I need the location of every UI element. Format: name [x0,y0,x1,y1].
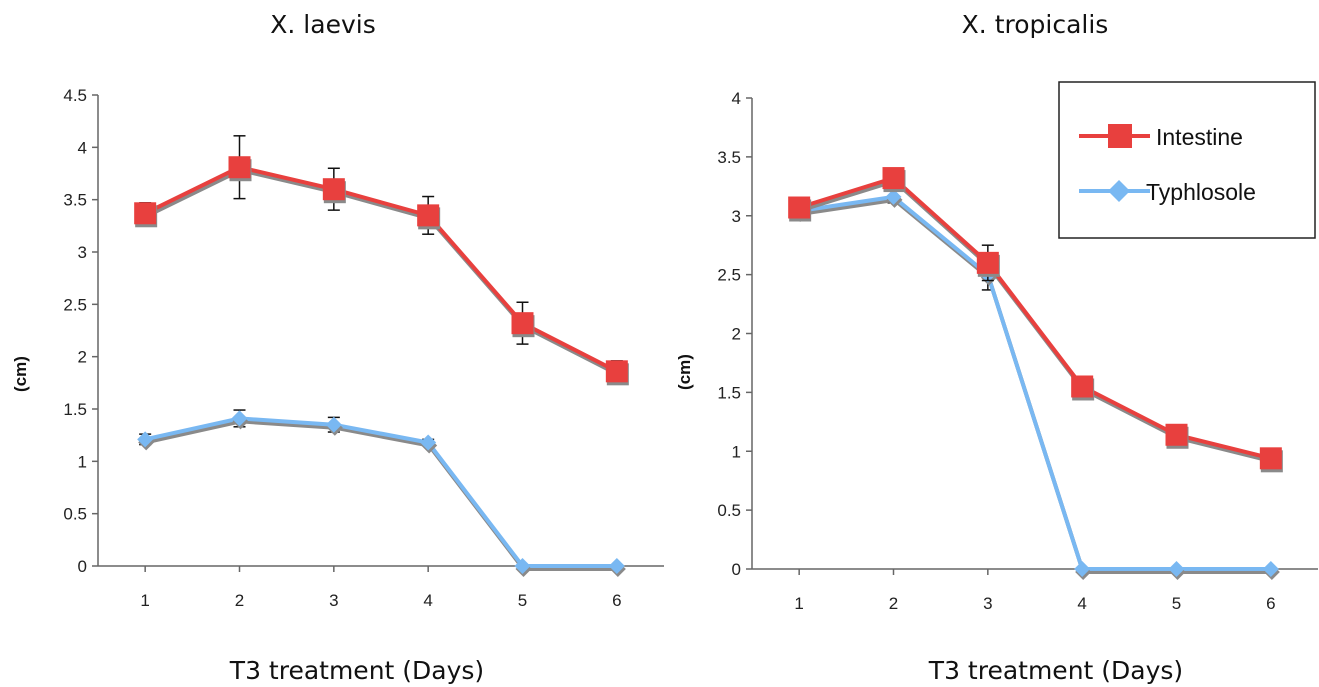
x-tick-label: 6 [1266,594,1275,613]
legend-marker-typhlosole [1108,180,1130,202]
y-tick-label: 3 [732,207,741,226]
y-tick-label: 3.5 [63,191,87,210]
legend-label-typhlosole: Typhlosole [1146,179,1256,205]
x-tick-label: 4 [423,591,432,610]
data-point-typhlosole [1074,561,1091,577]
plot-area-laevis: 0 0.5 1 1.5 2 2.5 3 3.5 4 4.5 1 2 3 4 5 6 [63,86,664,610]
data-point-intestine [605,360,628,383]
x-tick-label: 6 [612,591,621,610]
y-tick-label: 2 [78,348,87,367]
legend-marker-intestine [1108,124,1132,148]
data-point-intestine [228,156,251,179]
series-line-intestine [144,165,618,374]
y-tick-label: 2.5 [717,266,741,285]
y-tick-label: 3.5 [717,148,741,167]
series-line-typhlosole [798,194,1271,571]
data-point-intestine [417,204,440,227]
series-line-typhlosole [144,416,617,568]
data-point-intestine [1071,375,1094,398]
y-tick-label: 1 [78,452,87,471]
data-point-intestine [976,251,999,274]
legend-label-intestine: Intestine [1156,124,1243,150]
y-tick-label: 1.5 [63,400,87,419]
y-axis-label-tropicalis: (cm) [675,354,694,390]
chart-title-laevis: X. laevis [270,10,375,39]
data-point-intestine [1165,423,1188,446]
data-point-typhlosole [137,431,154,448]
y-tick-label: 3 [78,243,87,262]
x-tick-label: 2 [889,594,898,613]
x-tick-label: 3 [329,591,338,610]
y-tick-label: 0.5 [63,505,87,524]
plot-area-tropicalis: 0 0.5 1 1.5 2 2.5 3 3.5 4 1 2 3 4 5 6 [717,89,1318,613]
data-point-intestine [322,178,345,201]
y-tick-label: 0 [732,560,741,579]
x-tick-label: 3 [983,594,992,613]
y-tick-label: 2 [732,325,741,344]
legend-item-intestine: Intestine [1079,124,1243,150]
x-axis-label-tropicalis: T3 treatment (Days) [928,656,1183,685]
chart-title-tropicalis: X. tropicalis [962,10,1109,39]
data-point-intestine [1259,447,1282,470]
data-point-typhlosole [885,188,902,205]
data-point-typhlosole [325,416,342,433]
y-axis-label-laevis: (cm) [11,356,30,392]
y-tick-label: 1.5 [717,383,741,402]
chart-panel-laevis: X. laevis T3 treatment (Days) (cm) 0 0.5 1… [11,10,664,685]
y-tick-label: 4 [78,138,87,157]
y-tick-label: 4.5 [63,86,87,105]
series-shadow-typhlosole [145,419,618,571]
data-point-typhlosole [1262,561,1279,577]
data-point-typhlosole [1168,561,1185,577]
x-tick-label: 1 [794,594,803,613]
x-tick-label: 1 [140,591,149,610]
data-point-typhlosole [608,558,625,574]
x-tick-label: 5 [518,591,527,610]
data-point-intestine [788,196,811,219]
series-shadow-typhlosole [799,197,1272,574]
legend-item-typhlosole: Typhlosole [1079,179,1256,205]
y-tick-label: 4 [732,89,741,108]
legend-box [1058,81,1316,239]
series-shadow-intestine [145,168,619,377]
y-tick-label: 1 [732,442,741,461]
x-tick-label: 4 [1077,594,1086,613]
y-tick-label: 2.5 [63,295,87,314]
data-point-typhlosole [231,410,248,427]
y-tick-label: 0 [78,557,87,576]
series-line-intestine [798,176,1272,461]
y-tick-label: 0.5 [717,501,741,520]
x-tick-label: 5 [1172,594,1181,613]
data-point-typhlosole [514,558,531,574]
legend: Intestine Typhlosole [1058,81,1316,239]
chart-panel-tropicalis: X. tropicalis T3 treatment (Days) (cm) 0… [675,10,1318,685]
x-axis-label-laevis: T3 treatment (Days) [229,656,484,685]
data-point-intestine [511,312,534,335]
data-point-typhlosole [420,434,437,451]
data-point-intestine [882,167,905,190]
data-point-intestine [134,202,157,225]
x-tick-label: 2 [235,591,244,610]
